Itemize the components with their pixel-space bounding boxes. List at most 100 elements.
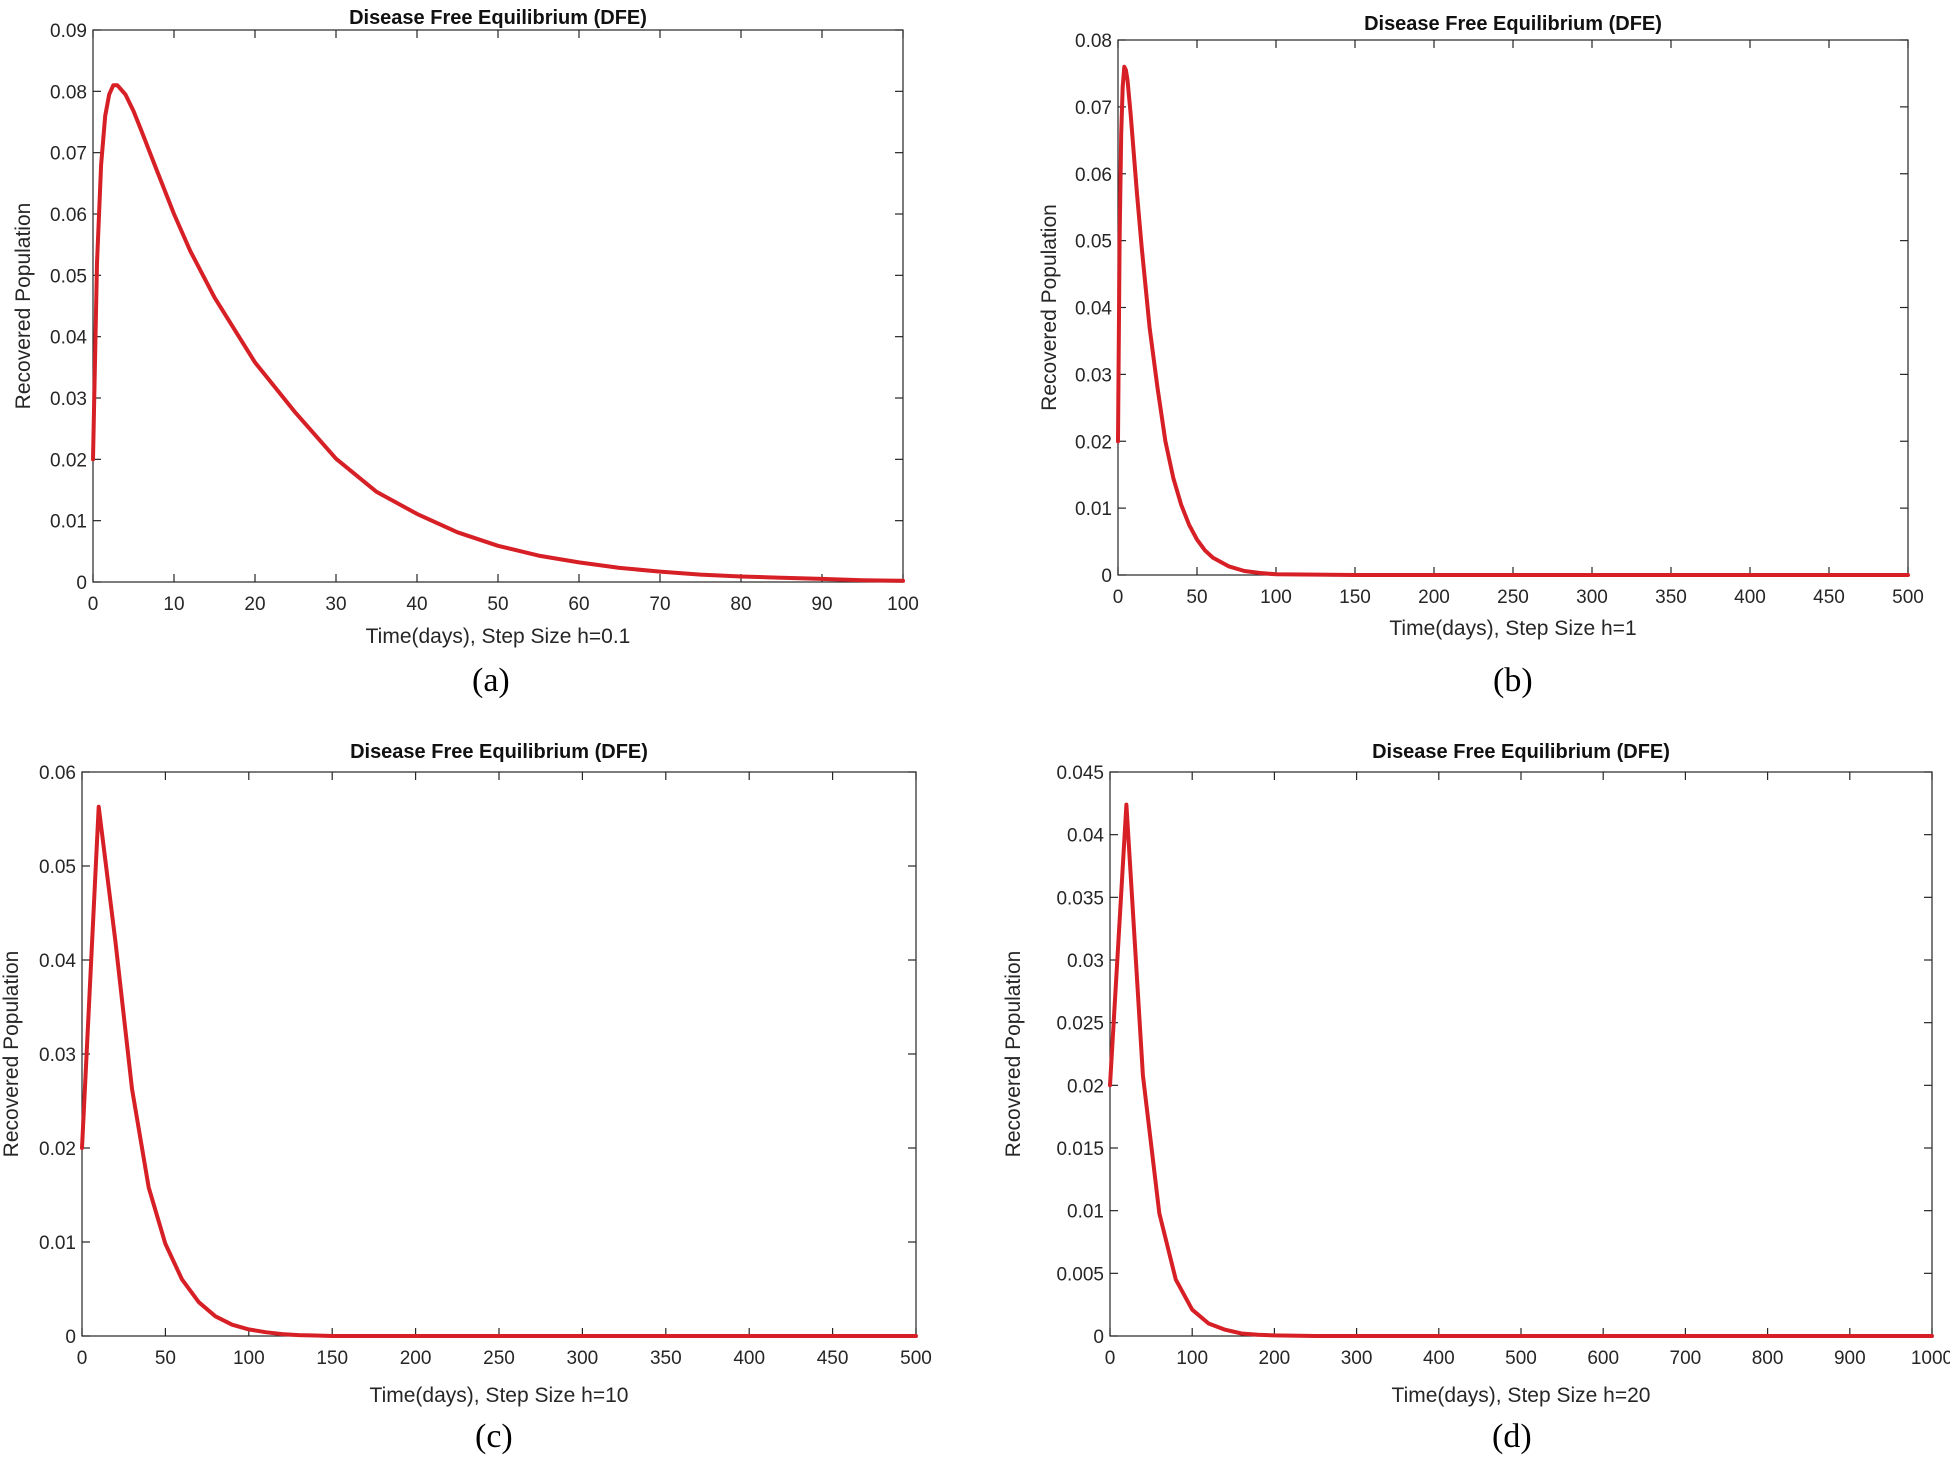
caption-b: (b) — [1493, 662, 1533, 699]
x-tick-label: 150 — [316, 1348, 348, 1369]
y-tick-label: 0.02 — [1067, 1076, 1104, 1097]
x-tick-label: 10 — [163, 594, 184, 615]
x-tick-label: 50 — [1186, 587, 1207, 608]
chart-panel-d: 0 100 200 300 400 500 600 700 800 900 1000 0 0.005 0.… — [1000, 730, 1950, 1463]
x-tick-label: 200 — [1418, 587, 1450, 608]
y-tick-label: 0.04 — [39, 951, 76, 972]
x-tick-label: 0 — [77, 1348, 88, 1369]
x-tick-label: 200 — [1259, 1348, 1291, 1369]
x-tick-label: 1000 — [1911, 1348, 1950, 1369]
x-tick-label: 500 — [900, 1348, 932, 1369]
x-tick-label: 60 — [568, 594, 589, 615]
x-tick-label: 100 — [887, 594, 919, 615]
chart-panel-b: 0 50 100 150 200 250 300 350 400 450 500 0 0.01 0.02 0… — [1020, 0, 1950, 720]
x-tick-label: 100 — [1260, 587, 1292, 608]
y-tick-label: 0.06 — [39, 763, 76, 784]
x-tick-label: 100 — [233, 1348, 265, 1369]
y-axis-label: Recovered Population — [12, 203, 35, 410]
x-axis-label: Time(days), Step Size h=1 — [1389, 617, 1636, 640]
x-tick-label: 150 — [1339, 587, 1371, 608]
y-tick-label: 0.01 — [1067, 1202, 1104, 1223]
y-tick-label: 0.045 — [1056, 763, 1104, 784]
y-tick-label: 0.04 — [50, 328, 87, 349]
x-tick-label: 450 — [817, 1348, 849, 1369]
x-tick-label: 350 — [650, 1348, 682, 1369]
chart-title: Disease Free Equilibrium (DFE) — [350, 741, 648, 763]
x-tick-label: 400 — [1423, 1348, 1455, 1369]
y-tick-label: 0 — [1093, 1327, 1104, 1348]
chart-d: 0 100 200 300 400 500 600 700 800 900 1000 0 0.005 0.… — [1002, 741, 1950, 1407]
y-tick-label: 0.02 — [39, 1139, 76, 1160]
x-tick-label: 70 — [649, 594, 670, 615]
x-tick-label: 80 — [730, 594, 751, 615]
x-tick-label: 600 — [1587, 1348, 1619, 1369]
x-tick-label: 90 — [811, 594, 832, 615]
plot-area — [1109, 771, 1933, 1337]
x-tick-label: 20 — [244, 594, 265, 615]
y-tick-label: 0.02 — [1075, 432, 1112, 453]
x-axis-label: Time(days), Step Size h=10 — [370, 1384, 629, 1407]
x-tick-label: 0 — [1113, 587, 1124, 608]
x-axis-label: Time(days), Step Size h=0.1 — [366, 625, 631, 648]
x-tick-label: 250 — [1497, 587, 1529, 608]
chart-b: 0 50 100 150 200 250 300 350 400 450 500 0 0.01 0.02 0… — [1038, 13, 1924, 640]
chart-panel-a: 0 10 20 30 40 50 60 70 80 90 100 0 0.01 0.02 0.03 0.04 0… — [0, 0, 975, 720]
y-tick-label: 0.06 — [50, 205, 87, 226]
x-tick-label: 400 — [733, 1348, 765, 1369]
x-tick-label: 500 — [1505, 1348, 1537, 1369]
y-tick-label: 0.07 — [50, 144, 87, 165]
y-tick-label: 0 — [65, 1327, 76, 1348]
plot-area — [92, 29, 904, 583]
x-tick-label: 300 — [1576, 587, 1608, 608]
y-tick-label: 0.04 — [1067, 826, 1104, 847]
x-tick-label: 40 — [406, 594, 427, 615]
y-tick-label: 0.07 — [1075, 98, 1112, 119]
caption-c: (c) — [475, 1418, 513, 1455]
y-tick-label: 0.03 — [1075, 365, 1112, 386]
y-tick-label: 0.05 — [39, 857, 76, 878]
x-tick-label: 0 — [88, 594, 99, 615]
x-tick-label: 50 — [155, 1348, 176, 1369]
y-tick-label: 0.04 — [1075, 299, 1112, 320]
x-tick-label: 0 — [1105, 1348, 1116, 1369]
series-line-recovered — [1116, 64, 1910, 577]
y-tick-label: 0.015 — [1056, 1139, 1104, 1160]
caption-d: (d) — [1492, 1418, 1532, 1455]
y-tick-label: 0.01 — [39, 1233, 76, 1254]
series-line-recovered — [80, 804, 918, 1338]
x-tick-label: 350 — [1655, 587, 1687, 608]
chart-panel-c: 0 50 100 150 200 250 300 350 400 450 500 0 0.01 0.02 0… — [0, 730, 975, 1463]
y-tick-label: 0.06 — [1075, 165, 1112, 186]
chart-title: Disease Free Equilibrium (DFE) — [1364, 13, 1662, 35]
y-tick-label: 0.01 — [1075, 499, 1112, 520]
chart-c: 0 50 100 150 200 250 300 350 400 450 500 0 0.01 0.02 0… — [0, 741, 932, 1407]
y-tick-label: 0.09 — [50, 21, 87, 42]
x-tick-label: 400 — [1734, 587, 1766, 608]
x-tick-label: 300 — [1341, 1348, 1373, 1369]
x-tick-label: 250 — [483, 1348, 515, 1369]
x-tick-label: 300 — [567, 1348, 599, 1369]
chart-title: Disease Free Equilibrium (DFE) — [1372, 741, 1670, 763]
plot-area — [81, 771, 917, 1337]
y-tick-label: 0.01 — [50, 512, 87, 533]
x-tick-label: 100 — [1176, 1348, 1208, 1369]
y-tick-label: 0.05 — [1075, 232, 1112, 253]
x-tick-label: 500 — [1892, 587, 1924, 608]
y-tick-label: 0.03 — [50, 389, 87, 410]
y-tick-label: 0 — [76, 573, 87, 594]
y-tick-label: 0.03 — [1067, 951, 1104, 972]
x-tick-label: 30 — [325, 594, 346, 615]
y-axis-label: Recovered Population — [1038, 204, 1061, 411]
y-tick-label: 0.025 — [1056, 1014, 1104, 1035]
y-tick-label: 0.03 — [39, 1045, 76, 1066]
x-tick-label: 900 — [1834, 1348, 1866, 1369]
series-line-recovered — [1108, 802, 1934, 1338]
y-tick-label: 0 — [1101, 566, 1112, 587]
plot-area — [1117, 39, 1909, 576]
x-axis-label: Time(days), Step Size h=20 — [1392, 1384, 1651, 1407]
y-tick-label: 0.08 — [1075, 31, 1112, 52]
y-tick-label: 0.035 — [1056, 888, 1104, 909]
series-line-recovered — [91, 83, 905, 583]
y-tick-label: 0.08 — [50, 82, 87, 103]
x-tick-label: 450 — [1813, 587, 1845, 608]
